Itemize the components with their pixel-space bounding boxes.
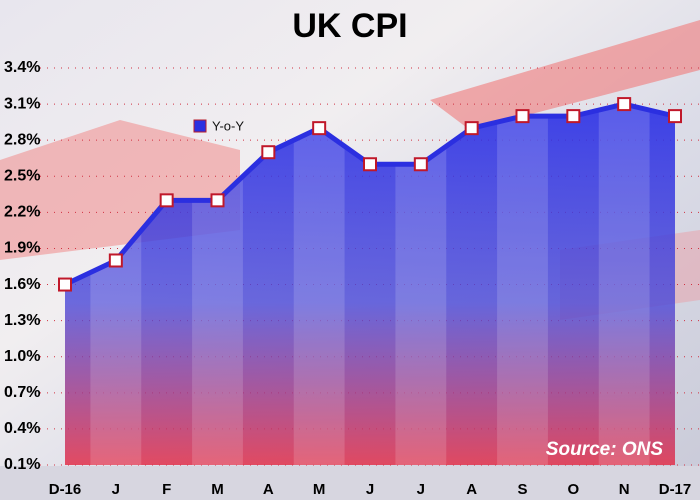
- x-tick-label: A: [263, 481, 274, 498]
- x-tick-label: J: [417, 481, 425, 498]
- x-tick-label: F: [162, 481, 171, 498]
- x-tick-label: A: [466, 481, 477, 498]
- x-tick-label: M: [211, 481, 224, 498]
- point-marker: [312, 121, 327, 136]
- point-marker: [261, 145, 276, 160]
- y-tick-label: 3.4%: [4, 59, 40, 76]
- bg-flag-stripe: [430, 20, 700, 130]
- chart-title: UK CPI: [292, 7, 407, 45]
- x-tick-label: S: [517, 481, 527, 498]
- point-marker: [413, 157, 428, 172]
- source-annotation: Source: ONS: [546, 439, 664, 460]
- point-marker: [159, 193, 174, 208]
- x-tick-label: O: [567, 481, 579, 498]
- legend-swatch: [193, 119, 207, 133]
- y-tick-label: 2.5%: [4, 167, 40, 184]
- x-tick-label: D-17: [659, 481, 692, 498]
- x-tick-label: D-16: [49, 481, 82, 498]
- y-tick-label: 1.6%: [4, 276, 40, 293]
- area-stripe: [598, 104, 650, 465]
- point-marker: [668, 109, 682, 124]
- point-marker: [58, 277, 72, 292]
- y-tick-label: 2.8%: [4, 131, 40, 148]
- point-marker: [617, 97, 632, 112]
- x-axis-band: [0, 466, 700, 500]
- legend-label: Y-o-Y: [212, 118, 244, 133]
- area: [65, 104, 675, 465]
- point-marker: [566, 109, 581, 124]
- point-marker: [515, 109, 530, 124]
- point-marker: [108, 253, 123, 268]
- point-marker: [363, 157, 377, 172]
- y-tick-label: 1.9%: [4, 240, 40, 257]
- y-tick-label: 0.7%: [4, 384, 40, 401]
- y-tick-label: 1.0%: [4, 348, 40, 365]
- x-tick-label: N: [619, 481, 630, 498]
- y-tick-label: 0.1%: [4, 456, 40, 473]
- x-tick-label: J: [366, 481, 374, 498]
- y-tick-label: 3.1%: [4, 95, 40, 112]
- y-tick-label: 2.2%: [4, 204, 40, 221]
- point-marker: [464, 121, 479, 136]
- y-tick-label: 0.4%: [4, 420, 40, 437]
- area-stripe: [497, 104, 548, 465]
- point-marker: [210, 193, 225, 208]
- x-tick-label: J: [112, 481, 120, 498]
- area-stripe: [293, 104, 345, 465]
- y-tick-label: 1.3%: [4, 312, 40, 329]
- x-tick-label: M: [313, 481, 326, 498]
